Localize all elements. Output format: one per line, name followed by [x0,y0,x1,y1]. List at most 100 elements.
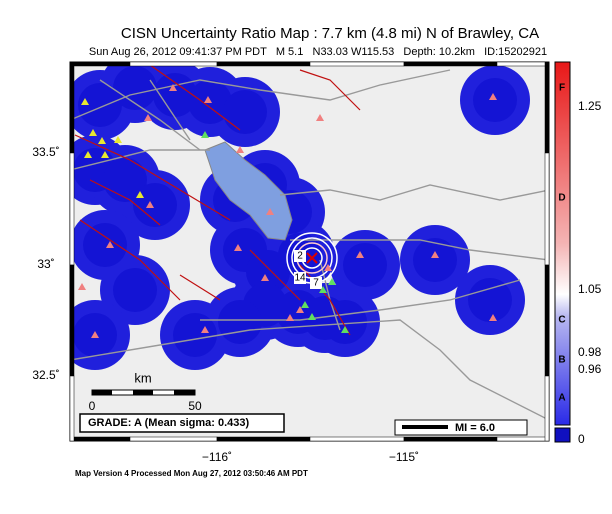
frame-tick [544,264,550,377]
station [81,98,89,105]
lake [204,141,293,241]
station [316,114,324,121]
coverage-core [468,278,512,322]
coverage-core [103,158,147,202]
station [89,129,97,136]
fault [79,219,181,301]
contour-label: 14 [294,273,306,284]
road [99,79,201,151]
fault [89,179,161,226]
frame-tick [216,436,311,442]
lat-label: 32.5˚ [32,368,59,382]
scale-label: 50 [188,399,202,413]
station [234,244,242,251]
station [201,131,209,138]
frame-tick [544,152,550,266]
frame-tick [69,375,75,442]
station [136,191,144,198]
frame-ticks [69,61,550,442]
road [70,69,451,121]
map-area: 2 14 7 [70,62,549,421]
frame-tick [69,61,75,154]
station [91,331,99,338]
station [144,114,152,121]
station [266,208,274,215]
frame-tick [496,436,550,442]
frame-tick [129,61,218,67]
station [356,251,364,258]
station [169,84,177,91]
fault [299,69,361,111]
frame-tick [69,152,75,266]
station [319,286,327,293]
fault [179,274,221,301]
station [106,241,114,248]
fault [299,264,351,336]
coverage-core [343,243,387,287]
station [328,278,336,285]
station [201,326,209,333]
station [489,93,497,100]
station [286,314,294,321]
coverage-core [78,83,122,127]
scale-unit: km [134,370,151,385]
scale-bar-segment [174,390,195,395]
frame-tick [216,61,311,67]
coverage-core [113,66,157,110]
colorbar-value: 0.96 [578,362,602,376]
frame-tick [69,61,131,67]
contour-label-box [294,272,306,284]
coverage-core [218,300,262,344]
station [84,151,92,158]
colorbar-zero [554,427,571,443]
station [341,326,349,333]
station [98,137,106,144]
frame-tick [403,61,498,67]
fault [149,64,241,131]
colorbar [554,61,571,426]
mi-text: MI = 6.0 [455,422,495,434]
station [114,136,122,143]
contour-label: 7 [313,278,319,289]
station [101,151,109,158]
frame-tick [309,61,405,67]
frame-tick [129,436,218,442]
lon-label: −115˚ [389,450,419,464]
coverage-core [153,73,197,117]
station [308,313,316,320]
road [70,319,549,421]
station [204,96,212,103]
station [431,251,439,258]
frame-tick [69,436,131,442]
title: CISN Uncertainty Ratio Map : 7.7 km (4.8… [121,25,539,42]
grade-letter: C [558,315,565,326]
subtitle: Sun Aug 26, 2012 09:41:37 PM PDT M 5.1 N… [89,46,547,58]
lat-label: 33.5˚ [32,145,59,159]
coverage-core [413,238,457,282]
grade-box [79,413,285,433]
mi-box [394,419,528,436]
station [301,301,309,308]
frame-tick [69,264,75,377]
coverage-core [173,313,217,357]
grade-letter: A [558,393,565,404]
fault [249,249,301,301]
road [279,184,549,201]
coverage-core [133,183,177,227]
coverage-core [223,90,267,134]
station [296,306,304,313]
grade-letter: D [558,193,565,204]
grade-letter: B [558,355,565,366]
grade-text: GRADE: A (Mean sigma: 0.433) [88,417,250,429]
coverage-core [83,223,127,267]
contour-label-box [294,250,306,262]
station [489,314,497,321]
coverage-core [113,268,157,312]
station [146,201,154,208]
epicenter [306,252,318,264]
scale-bar: km 0 50 [89,370,202,413]
road [200,279,521,321]
lon-label: −116˚ [202,450,232,464]
